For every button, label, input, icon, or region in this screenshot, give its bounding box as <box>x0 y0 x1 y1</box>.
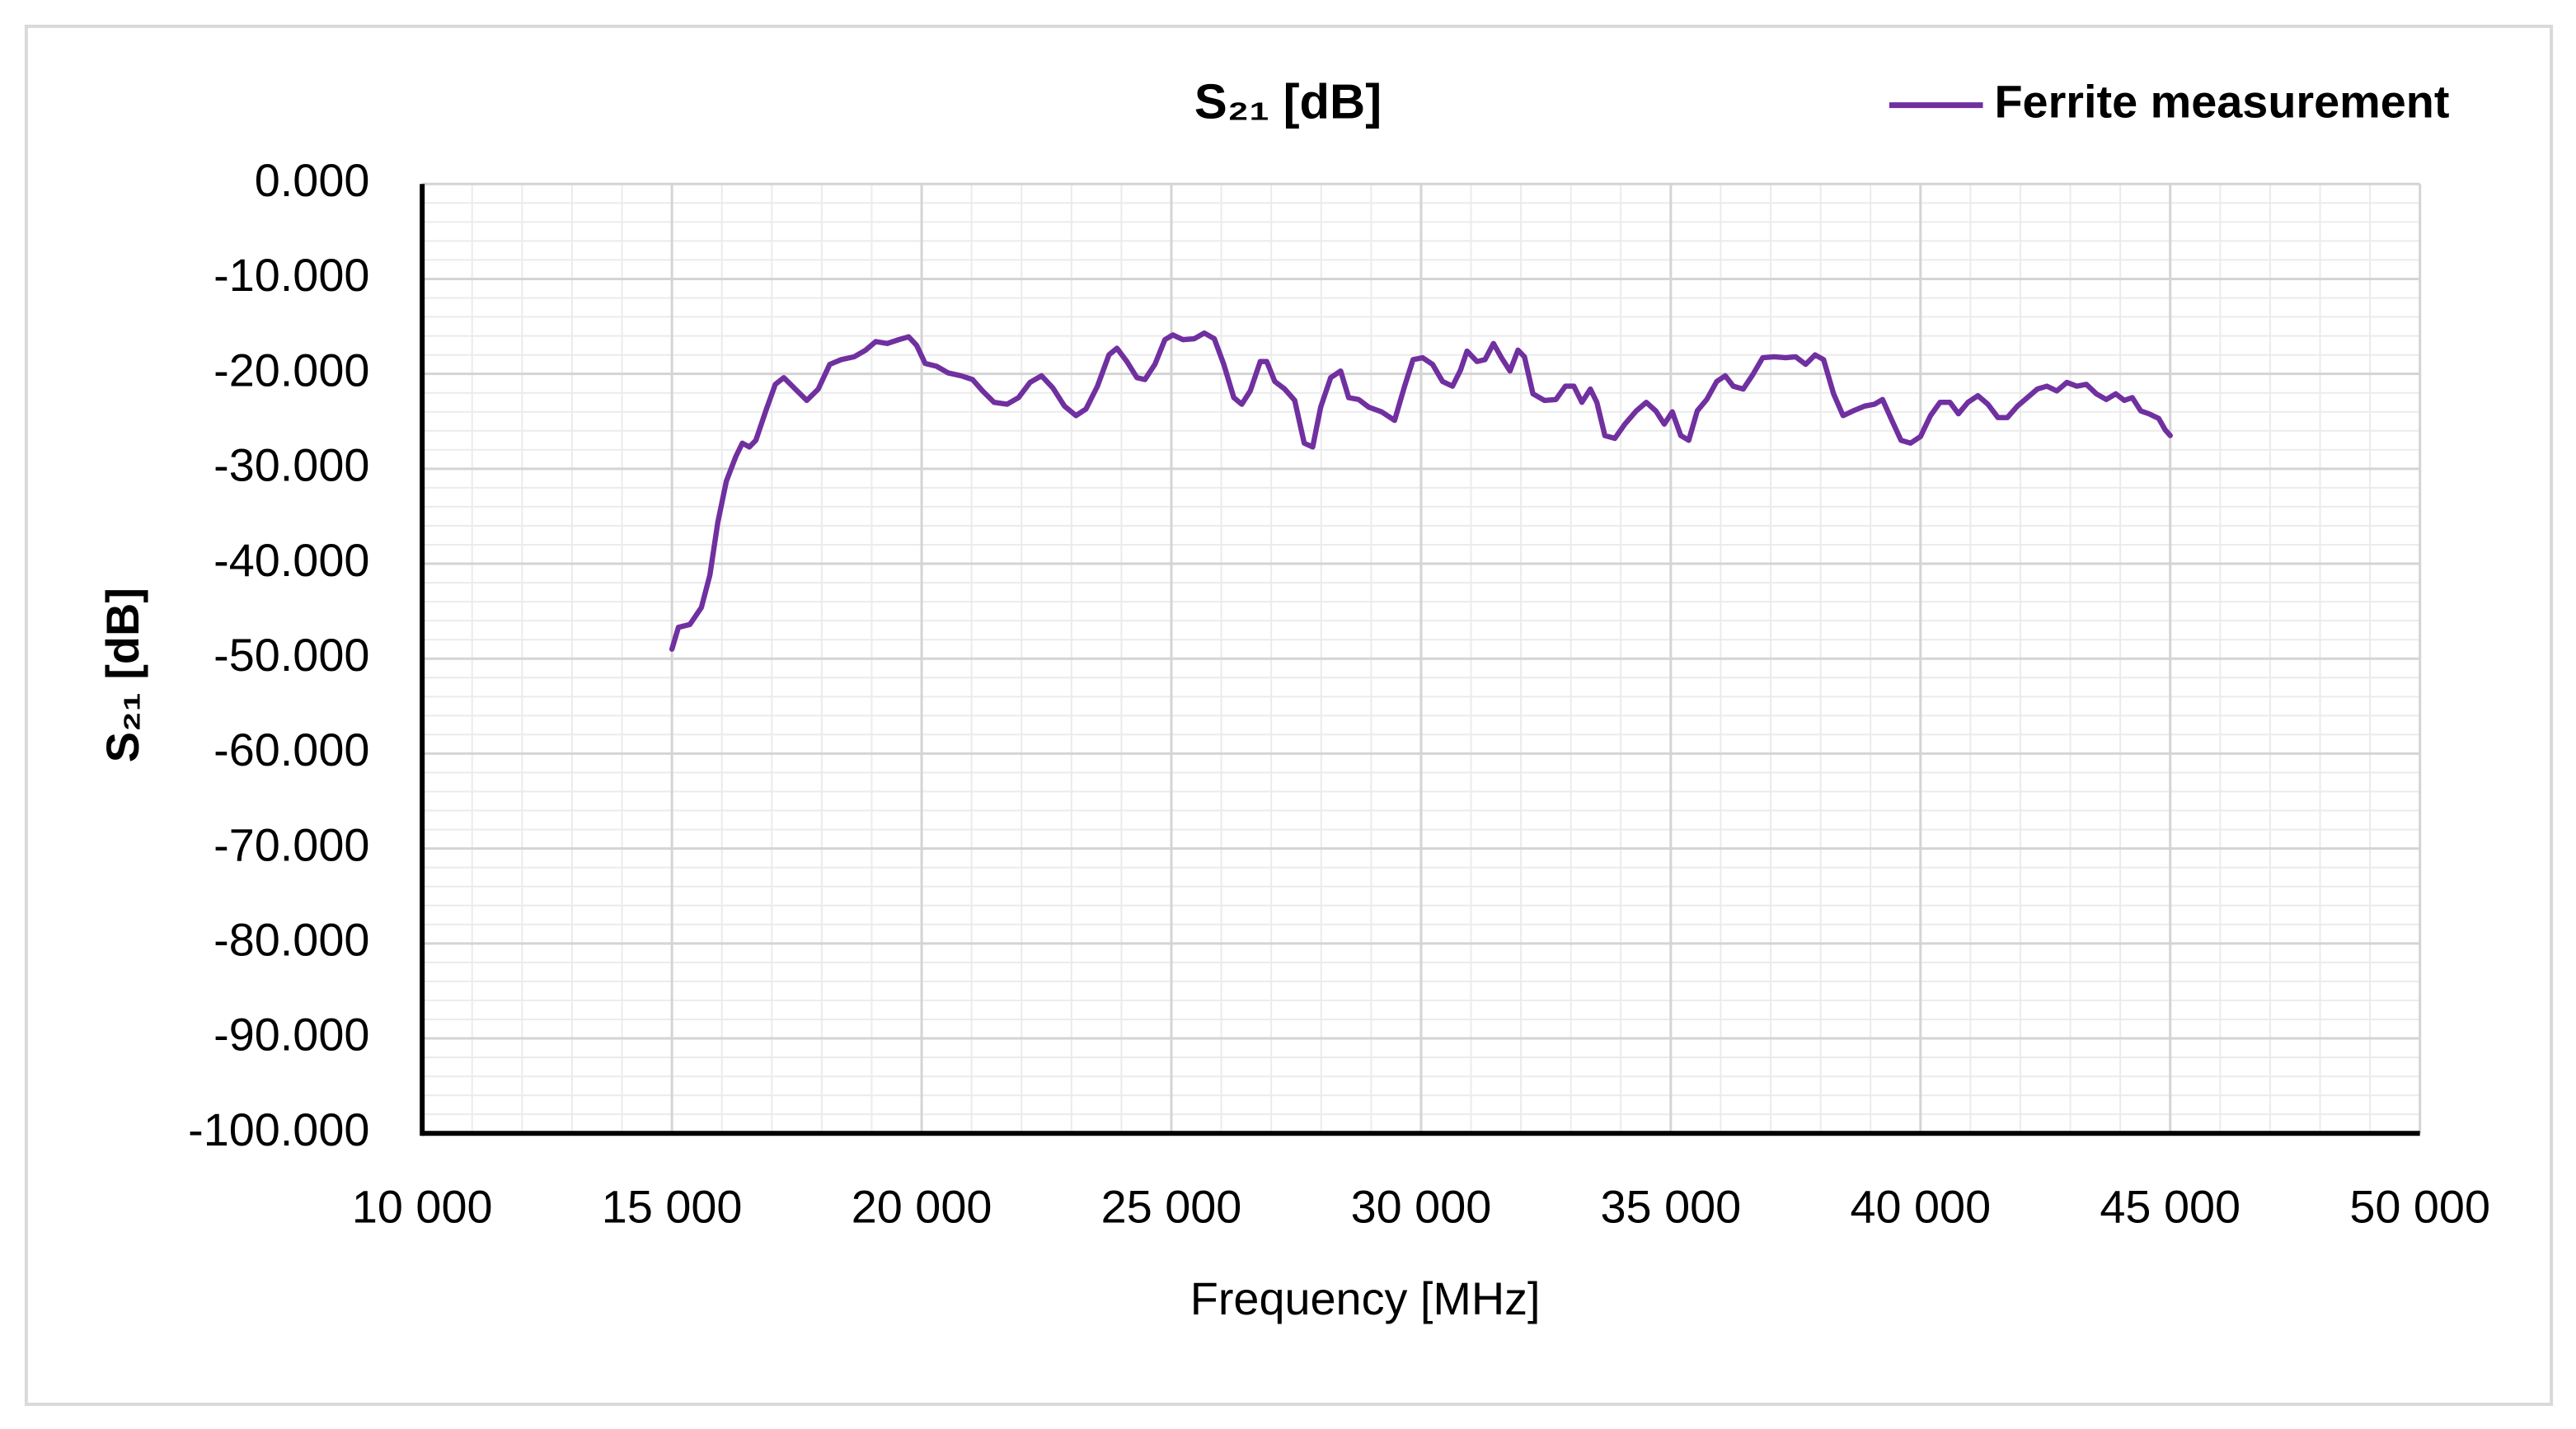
chart-title: S₂₁ [dB] <box>1194 73 1382 129</box>
y-tick-label: -100.000 <box>188 1103 369 1155</box>
y-tick-label: 0.000 <box>255 154 370 206</box>
x-tick-label: 50 000 <box>2349 1181 2490 1233</box>
y-tick-label: -10.000 <box>213 249 369 301</box>
y-tick-label: -40.000 <box>213 534 369 586</box>
y-tick-label: -50.000 <box>213 629 369 681</box>
y-tick-label: -90.000 <box>213 1009 369 1061</box>
x-tick-label: 30 000 <box>1351 1181 1492 1233</box>
x-tick-label: 20 000 <box>852 1181 992 1233</box>
y-tick-label: -60.000 <box>213 724 369 775</box>
data-line <box>669 330 2173 652</box>
x-tick-label: 40 000 <box>1850 1181 1991 1233</box>
x-tick-label: 25 000 <box>1101 1181 1242 1233</box>
x-axis-title: Frequency [MHz] <box>1190 1272 1541 1324</box>
plot-area <box>669 330 2173 652</box>
y-tick-label: -30.000 <box>213 439 369 491</box>
x-tick-label: 45 000 <box>2100 1181 2241 1233</box>
y-tick-label: -80.000 <box>213 914 369 966</box>
x-tick-label: 15 000 <box>602 1181 743 1233</box>
grid <box>420 182 2422 1135</box>
y-axis-title: S₂₁ [dB] <box>96 588 148 762</box>
legend-label: Ferrite measurement <box>1994 75 2449 127</box>
x-tick-label: 35 000 <box>1601 1181 1742 1233</box>
x-tick-label: 10 000 <box>352 1181 493 1233</box>
y-tick-label: -70.000 <box>213 818 369 870</box>
y-tick-label: -20.000 <box>213 344 369 396</box>
